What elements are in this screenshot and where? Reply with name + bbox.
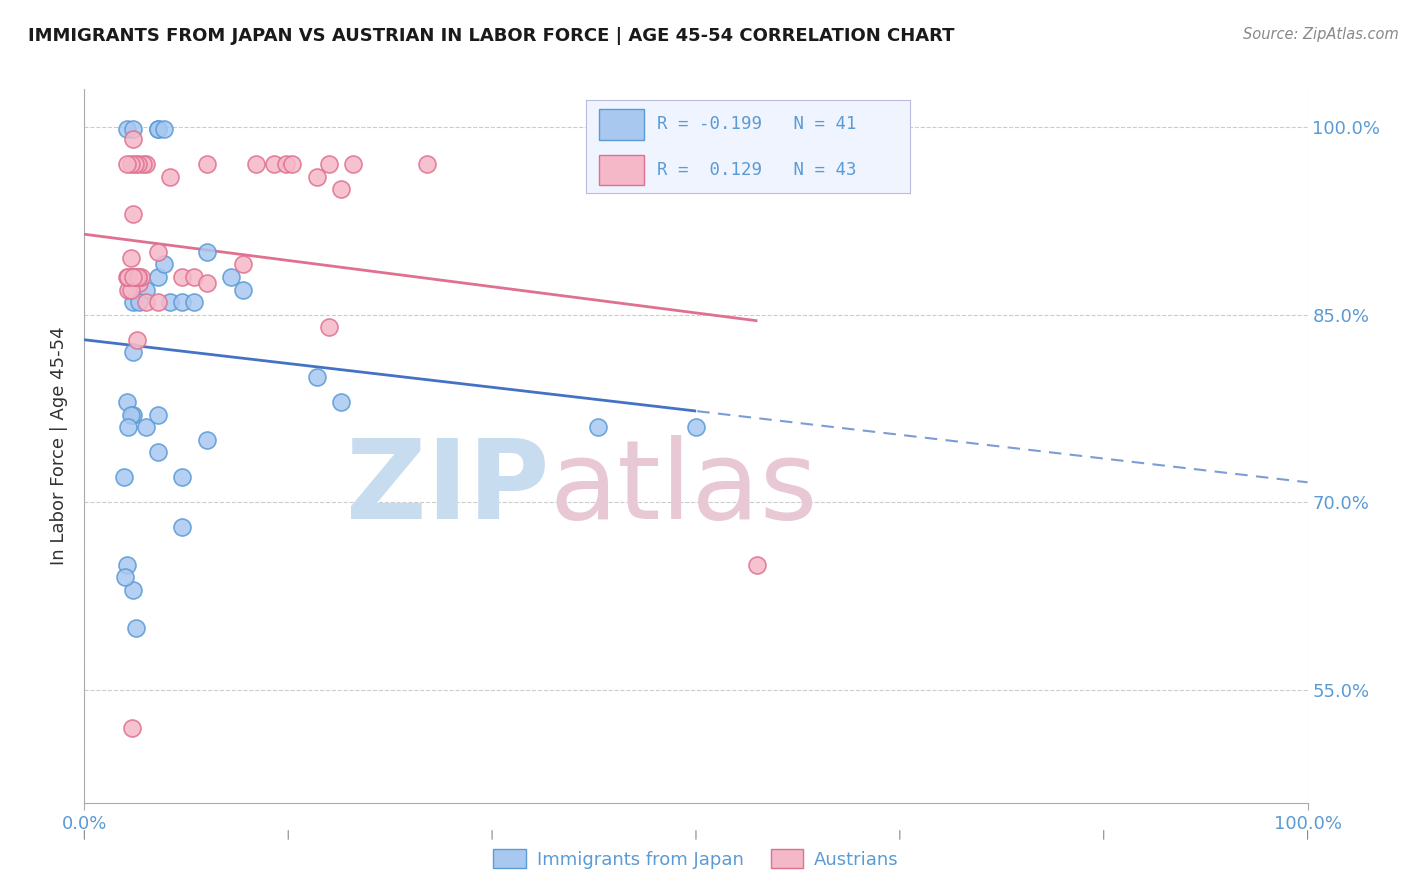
Point <box>135 420 157 434</box>
Point <box>117 283 139 297</box>
Point <box>146 122 169 136</box>
Point <box>281 157 304 171</box>
Text: IMMIGRANTS FROM JAPAN VS AUSTRIAN IN LABOR FORCE | AGE 45-54 CORRELATION CHART: IMMIGRANTS FROM JAPAN VS AUSTRIAN IN LAB… <box>28 27 955 45</box>
Point <box>135 157 157 171</box>
Point <box>146 445 169 459</box>
Point <box>172 270 194 285</box>
Point <box>122 122 145 136</box>
Point <box>129 270 152 285</box>
Point <box>122 270 145 285</box>
Point <box>586 420 609 434</box>
Point <box>122 270 145 285</box>
Point <box>195 433 218 447</box>
Y-axis label: In Labor Force | Age 45-54: In Labor Force | Age 45-54 <box>51 326 69 566</box>
Point <box>232 283 254 297</box>
Point <box>159 169 181 184</box>
Point <box>121 721 143 735</box>
Point <box>122 345 145 359</box>
Point <box>122 132 145 146</box>
Point <box>172 470 194 484</box>
Point <box>245 157 267 171</box>
Point <box>146 408 169 422</box>
Point <box>305 370 328 384</box>
Point <box>219 270 242 285</box>
Point <box>125 333 148 347</box>
Point <box>135 283 157 297</box>
Point <box>127 270 149 285</box>
Point <box>685 420 707 434</box>
Point <box>124 157 146 171</box>
Point <box>122 408 145 422</box>
Point <box>117 420 139 434</box>
Point <box>112 470 135 484</box>
Point <box>125 621 148 635</box>
Point <box>125 270 148 285</box>
Point <box>153 122 176 136</box>
Point <box>135 295 157 310</box>
Point <box>114 570 136 584</box>
Point <box>263 157 285 171</box>
Point <box>132 157 155 171</box>
Point <box>120 408 142 422</box>
Point <box>146 122 169 136</box>
Point <box>195 244 218 259</box>
Point <box>117 270 139 285</box>
Point <box>318 157 340 171</box>
Point <box>183 270 205 285</box>
Point <box>342 157 364 171</box>
Point <box>172 295 194 310</box>
Point <box>305 169 328 184</box>
Text: Source: ZipAtlas.com: Source: ZipAtlas.com <box>1243 27 1399 42</box>
Point <box>122 270 145 285</box>
Point <box>128 295 150 310</box>
Point <box>120 157 142 171</box>
Point <box>122 295 145 310</box>
Text: ZIP: ZIP <box>346 435 550 542</box>
Point <box>153 257 176 271</box>
Point <box>128 277 150 291</box>
Legend: Immigrants from Japan, Austrians: Immigrants from Japan, Austrians <box>486 842 905 876</box>
Point <box>115 558 138 572</box>
Point <box>330 395 353 409</box>
Point <box>146 270 169 285</box>
Point <box>183 295 205 310</box>
Point <box>127 157 149 171</box>
Point <box>330 182 353 196</box>
Point <box>115 395 138 409</box>
Point <box>146 295 169 310</box>
Text: atlas: atlas <box>550 435 818 542</box>
Point <box>747 558 769 572</box>
Point <box>115 122 138 136</box>
Point <box>122 270 145 285</box>
Point <box>127 270 149 285</box>
Point <box>159 295 181 310</box>
Point <box>232 257 254 271</box>
Point <box>195 277 218 291</box>
Point <box>120 283 142 297</box>
Point <box>122 272 145 286</box>
Point <box>416 157 439 171</box>
Point <box>318 320 340 334</box>
Point <box>146 244 169 259</box>
Point <box>115 157 138 171</box>
Point <box>122 270 145 285</box>
Point <box>195 157 218 171</box>
Point <box>276 157 298 171</box>
Point <box>172 520 194 534</box>
Point <box>115 270 138 285</box>
Point <box>122 582 145 597</box>
Point <box>128 277 150 291</box>
Point <box>120 251 142 265</box>
Point <box>125 270 148 285</box>
Point <box>122 207 145 221</box>
